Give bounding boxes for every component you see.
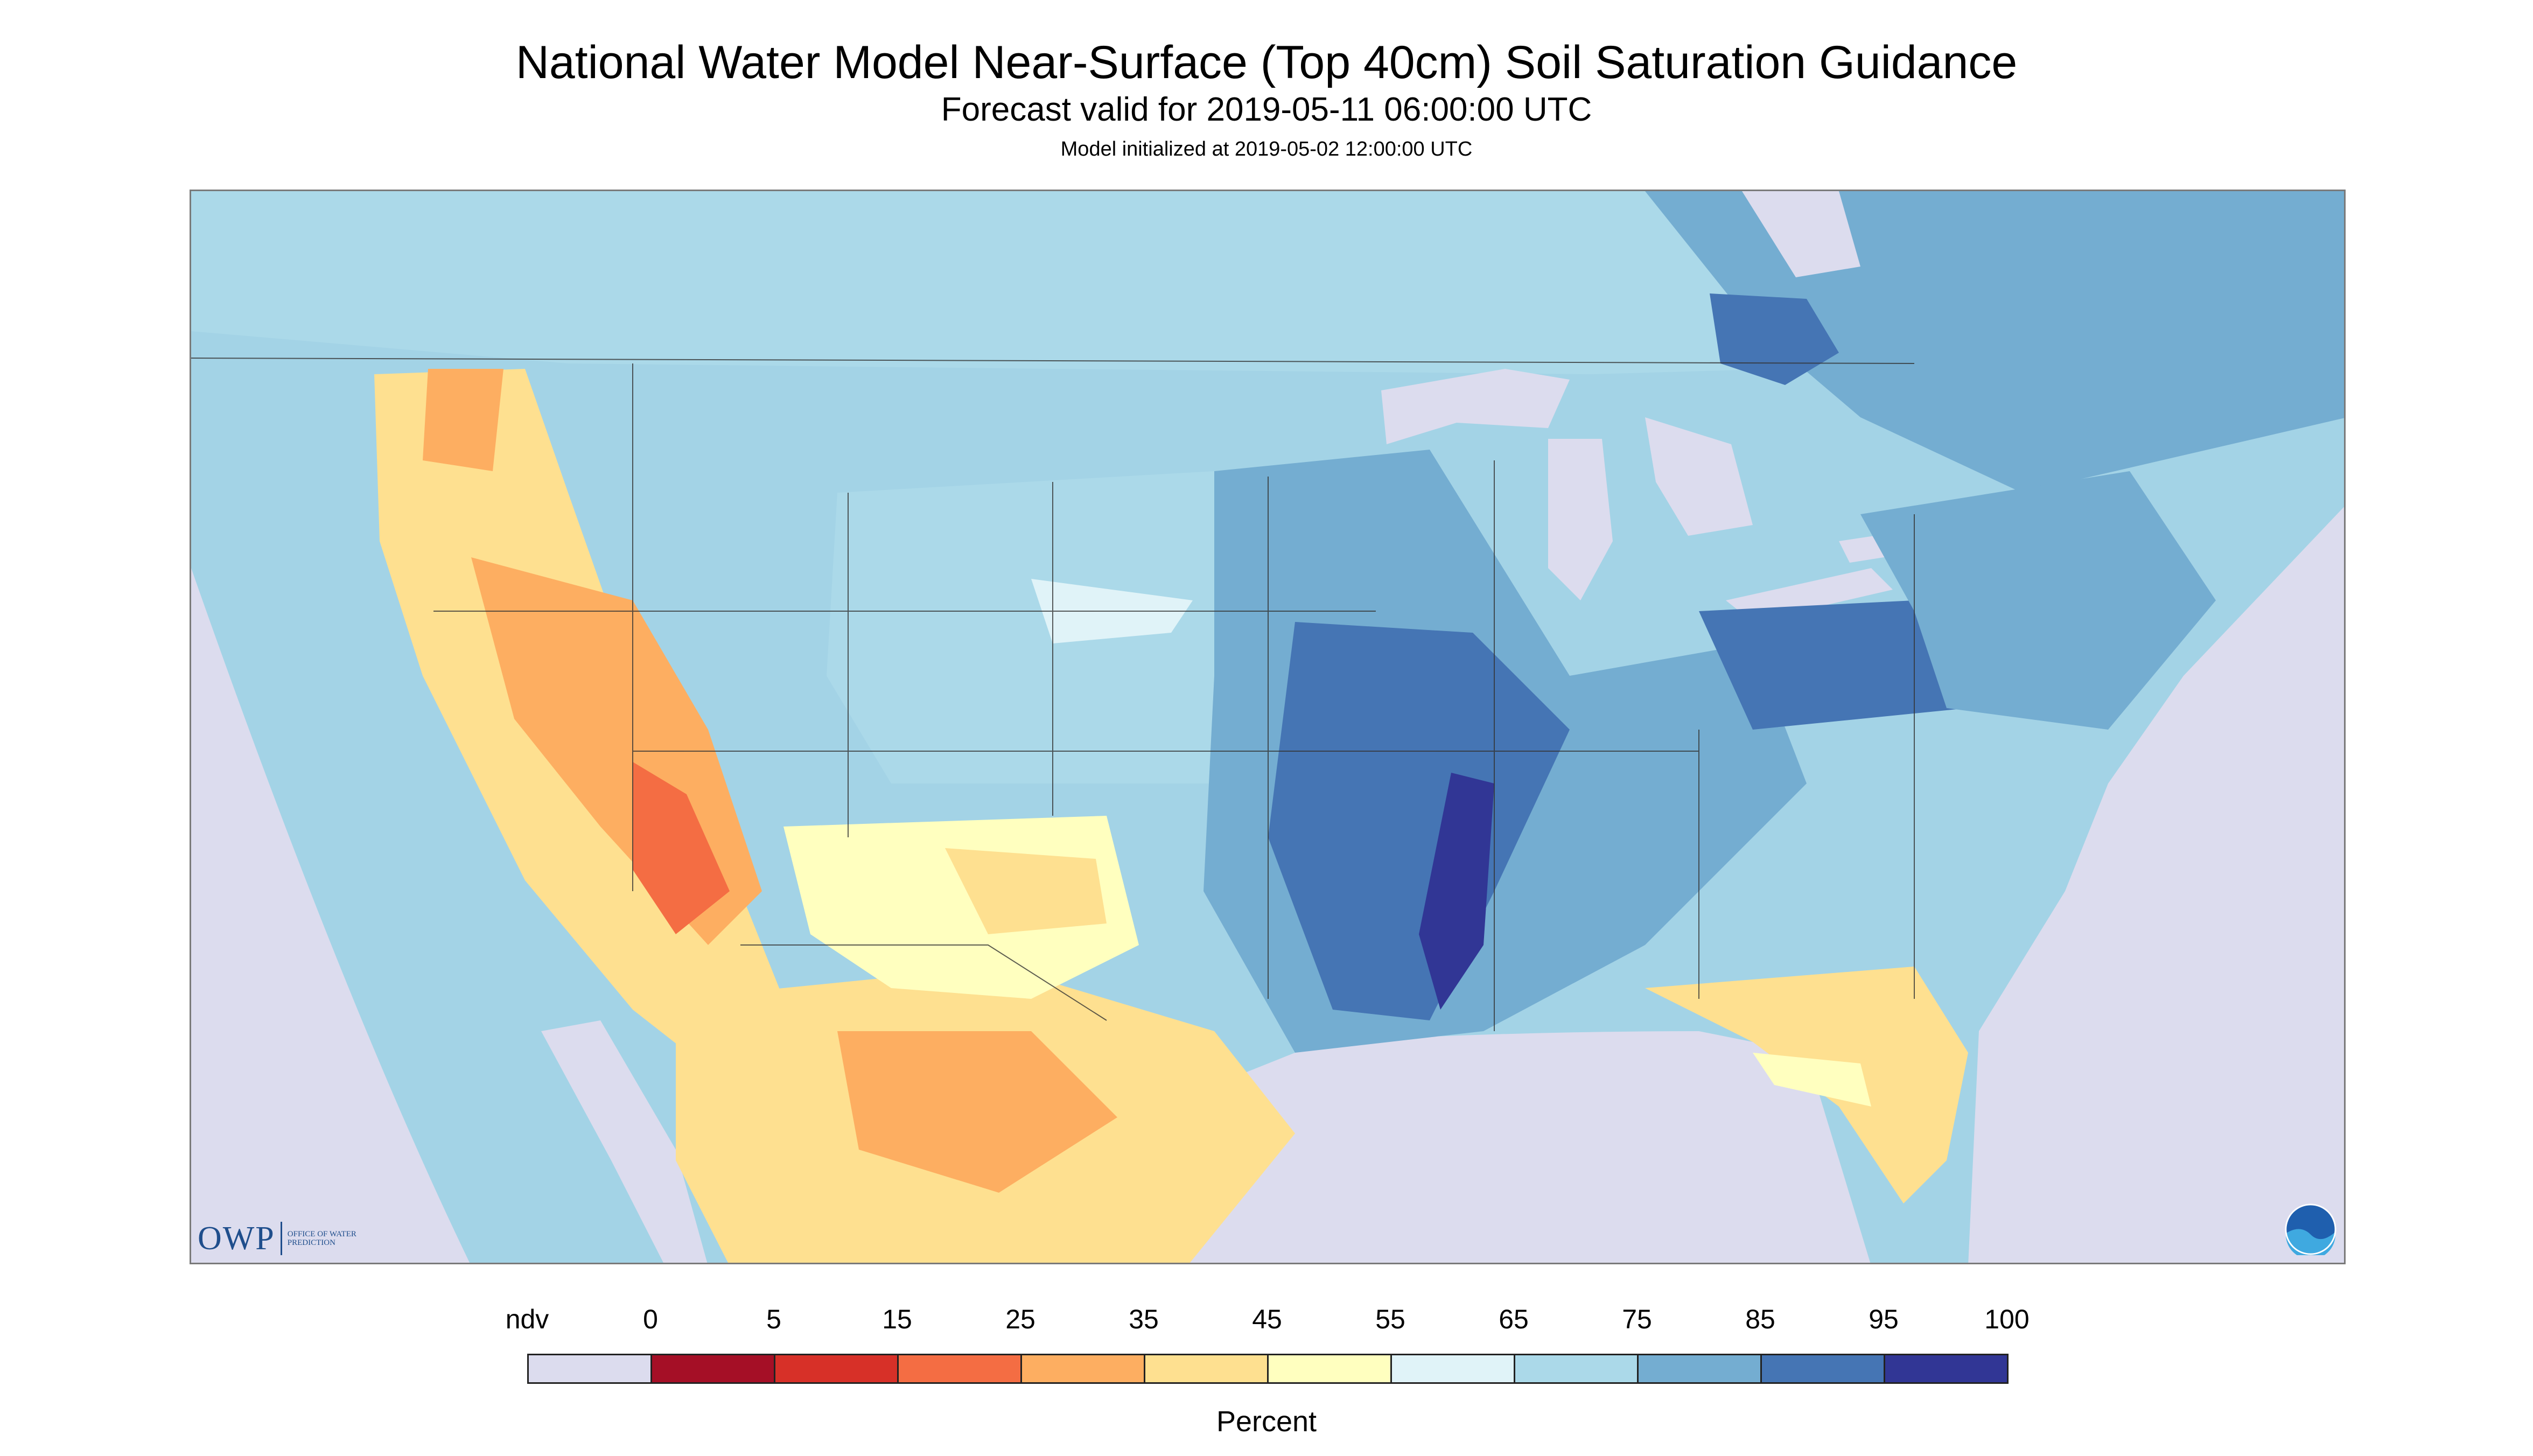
soil-saturation-map: OWP OFFICE OF WATER PREDICTION: [190, 190, 2346, 1264]
legend-label: 0: [643, 1304, 658, 1334]
legend-color-swatch: [1515, 1355, 1639, 1382]
legend-color-swatch: [652, 1355, 775, 1382]
legend-color-swatch: [1885, 1355, 2007, 1382]
map-title: National Water Model Near-Surface (Top 4…: [515, 37, 2018, 88]
forecast-valid-time: Forecast valid for 2019-05-11 06:00:00 U…: [941, 91, 1592, 128]
legend-color-swatch: [1762, 1355, 1885, 1382]
legend-label: 5: [766, 1304, 781, 1334]
owp-logo-mark: OWP: [198, 1222, 282, 1255]
noaa-logo-icon: [2285, 1203, 2336, 1255]
owp-logo: OWP OFFICE OF WATER PREDICTION: [198, 1222, 368, 1255]
model-init-time: Model initialized at 2019-05-02 12:00:00…: [1060, 138, 1473, 160]
legend-label: 100: [1984, 1304, 2030, 1334]
legend-label: ndv: [505, 1304, 549, 1334]
legend-label: 15: [882, 1304, 912, 1334]
legend-label: 85: [1745, 1304, 1775, 1334]
legend-label: 75: [1622, 1304, 1652, 1334]
legend-label: 95: [1869, 1304, 1899, 1334]
legend-color-swatch: [1022, 1355, 1145, 1382]
legend-color-swatch: [1145, 1355, 1269, 1382]
legend-color-swatch: [1392, 1355, 1515, 1382]
color-scale-legend: [527, 1354, 2009, 1384]
legend-labels: ndv 0 5 15 25 35 45 55 65 75 85 95 100: [0, 1303, 2533, 1335]
legend-color-swatch: [775, 1355, 899, 1382]
legend-color-swatch: [899, 1355, 1022, 1382]
legend-color-swatch: [1269, 1355, 1392, 1382]
legend-label: 25: [1005, 1304, 1035, 1334]
legend-color-swatch: [1639, 1355, 1762, 1382]
legend-color-swatch: [529, 1355, 652, 1382]
legend-label: 65: [1499, 1304, 1529, 1334]
legend-label: 45: [1252, 1304, 1282, 1334]
owp-logo-text: OFFICE OF WATER PREDICTION: [287, 1230, 356, 1247]
legend-label: 35: [1129, 1304, 1159, 1334]
legend-label: 55: [1375, 1304, 1405, 1334]
legend-unit-label: Percent: [1216, 1405, 1317, 1438]
